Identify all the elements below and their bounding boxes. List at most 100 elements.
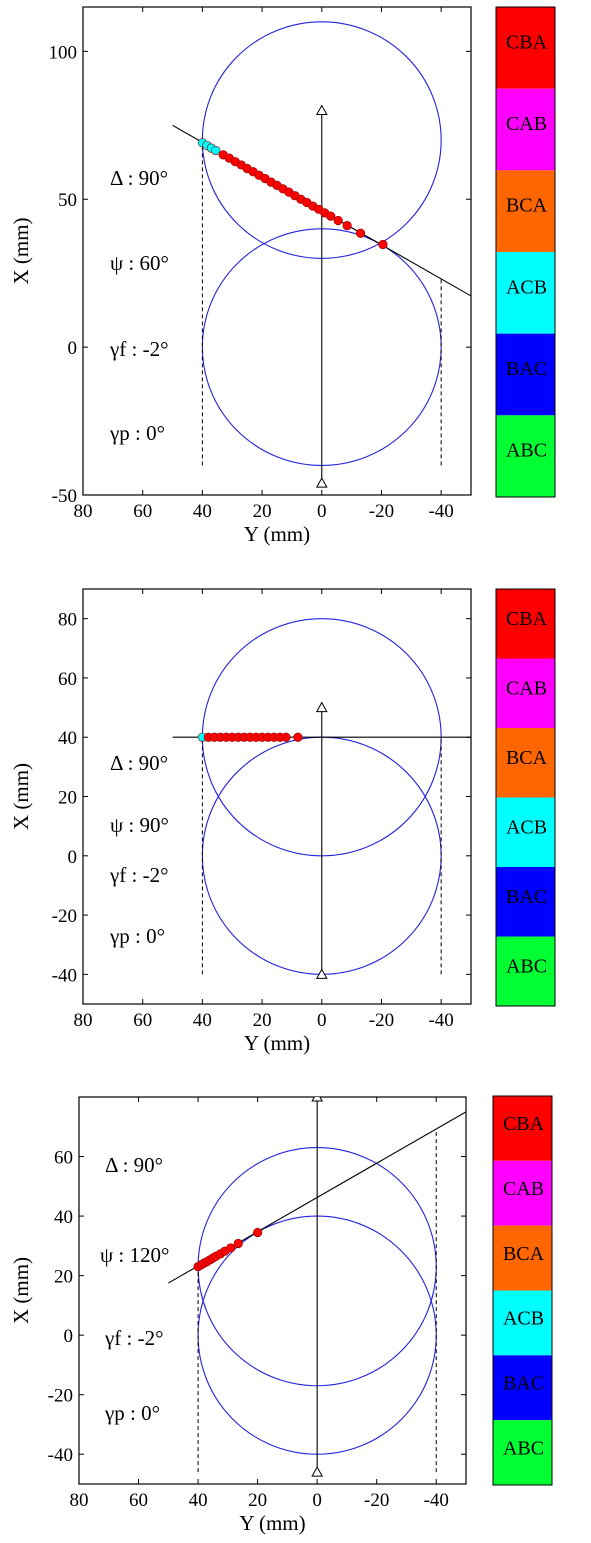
data-point [342,220,352,231]
triangle-marker-icon [311,1466,324,1477]
colorbar: CBA CAB BCA ACB BAC ABC [495,6,556,498]
colorbar-label: BCA [503,1243,545,1265]
colorbar-label: ACB [506,817,547,839]
y-tick-label: 100 [49,42,78,63]
x-tick-label: -20 [364,1490,389,1511]
x-tick-label: 40 [189,1490,208,1511]
data-point [226,1243,236,1253]
triangle-marker-icon [315,477,328,488]
colorbar-frame [492,1095,553,1486]
y-tick-label: 50 [58,190,77,211]
x-tick-label: 20 [253,1010,272,1031]
triangle-marker-icon [315,701,328,713]
y-axis-label: X (mm) [9,1257,33,1324]
data-point [293,732,303,742]
x-axis-label: Y (mm) [239,1511,305,1535]
data-point [281,732,291,742]
colorbar-label: CBA [503,1113,545,1135]
colorbar-segment-bac [496,333,555,416]
chart-panel-2: 80 60 40 20 0 -20 -40 80 60 40 20 0 -20 -40 Y (mm) X (m… [9,588,556,1055]
y-tick-label: -40 [52,965,77,986]
x-tick-label: 80 [74,1010,93,1031]
colorbar-segment-bca [496,170,555,252]
colorbar-segment-bca [493,1225,552,1291]
colorbar-segment-cba [496,7,555,89]
x-tick-label: 20 [248,1490,267,1511]
colorbar-label: BCA [506,195,548,217]
colorbar-segment-bac [496,867,555,937]
parameter-annotation: γp : 0° [109,924,165,948]
x-tick-label: 60 [129,1490,148,1511]
y-tick-label: 20 [58,788,77,809]
y-tick-label: -50 [52,486,77,507]
x-tick-label: 20 [253,501,272,522]
y-axis-label: X (mm) [9,763,33,830]
x-tick-label: 80 [74,501,93,522]
plot-frame [82,6,472,496]
data-point [333,215,343,226]
colorbar-segment-acb [496,797,555,867]
colorbar-segment-bac [493,1355,552,1421]
data-point [378,239,388,250]
parameter-annotation: Δ : 90° [105,1153,163,1177]
y-tick-label: -40 [48,1445,73,1466]
y-tick-label: 60 [54,1148,73,1169]
y-tick-label: 0 [68,338,78,359]
x-tick-label: 80 [70,1490,89,1511]
x-tick-label: 60 [133,1010,152,1031]
data-point [233,1238,243,1249]
colorbar-label: CAB [503,1178,544,1200]
y-tick-label: -20 [52,906,77,927]
x-tick-label: 60 [133,501,152,522]
colorbar-label: ABC [506,440,547,462]
x-axis-label: Y (mm) [244,1031,310,1055]
parameter-annotation: γf : -2° [109,863,169,887]
x-tick-label: -40 [424,1490,449,1511]
y-tick-label: 80 [58,610,77,631]
colorbar: CBA CAB BCA ACB BAC ABC [495,588,556,1007]
colorbar-segment-acb [493,1290,552,1356]
colorbar-frame [495,6,556,498]
colorbar-label: CAB [506,678,547,700]
colorbar-label: ABC [506,956,547,978]
parameter-annotation: ψ : 90° [110,813,169,837]
x-tick-label: 40 [193,501,212,522]
parameter-annotation: ψ : 120° [100,1243,169,1267]
plot-area [172,618,471,979]
y-tick-label: -20 [48,1386,73,1407]
y-tick-label: 20 [54,1267,73,1288]
x-tick-label: 0 [317,501,327,522]
colorbar-segment-cba [496,589,555,659]
x-tick-label: 0 [312,1490,322,1511]
y-axis-label: X (mm) [9,217,33,284]
parameter-annotation: γp : 0° [109,421,165,445]
x-tick-label: -20 [369,501,394,522]
x-tick-label: -40 [428,1010,453,1031]
data-point [253,1227,263,1238]
colorbar-segment-abc [496,936,555,1006]
colorbar-segment-cab [496,658,555,728]
colorbar-segment-abc [493,1420,552,1485]
colorbar-label: BAC [506,886,547,908]
data-point [326,211,336,221]
triangle-marker-icon [311,1097,324,1102]
x-tick-label: 0 [317,1010,327,1031]
triangle-marker-icon [315,104,328,116]
colorbar-label: ACB [503,1308,544,1330]
colorbar-segment-acb [496,252,555,334]
y-tick-label: 40 [54,1207,73,1228]
colorbar-label: CBA [506,31,548,53]
colorbar: CBA CAB BCA ACB BAC ABC [492,1095,553,1486]
x-tick-label: 40 [193,1010,212,1031]
parameter-annotation: γp : 0° [104,1401,160,1425]
y-tick-label: 40 [58,728,77,749]
x-tick-label: -40 [428,501,453,522]
data-point [211,145,221,156]
data-point [355,228,366,238]
colorbar-label: CAB [506,113,547,135]
y-tick-label: 0 [64,1326,74,1347]
colorbar-label: BAC [506,358,547,380]
colorbar-segment-abc [496,415,555,497]
colorbar-label: CBA [506,608,548,630]
